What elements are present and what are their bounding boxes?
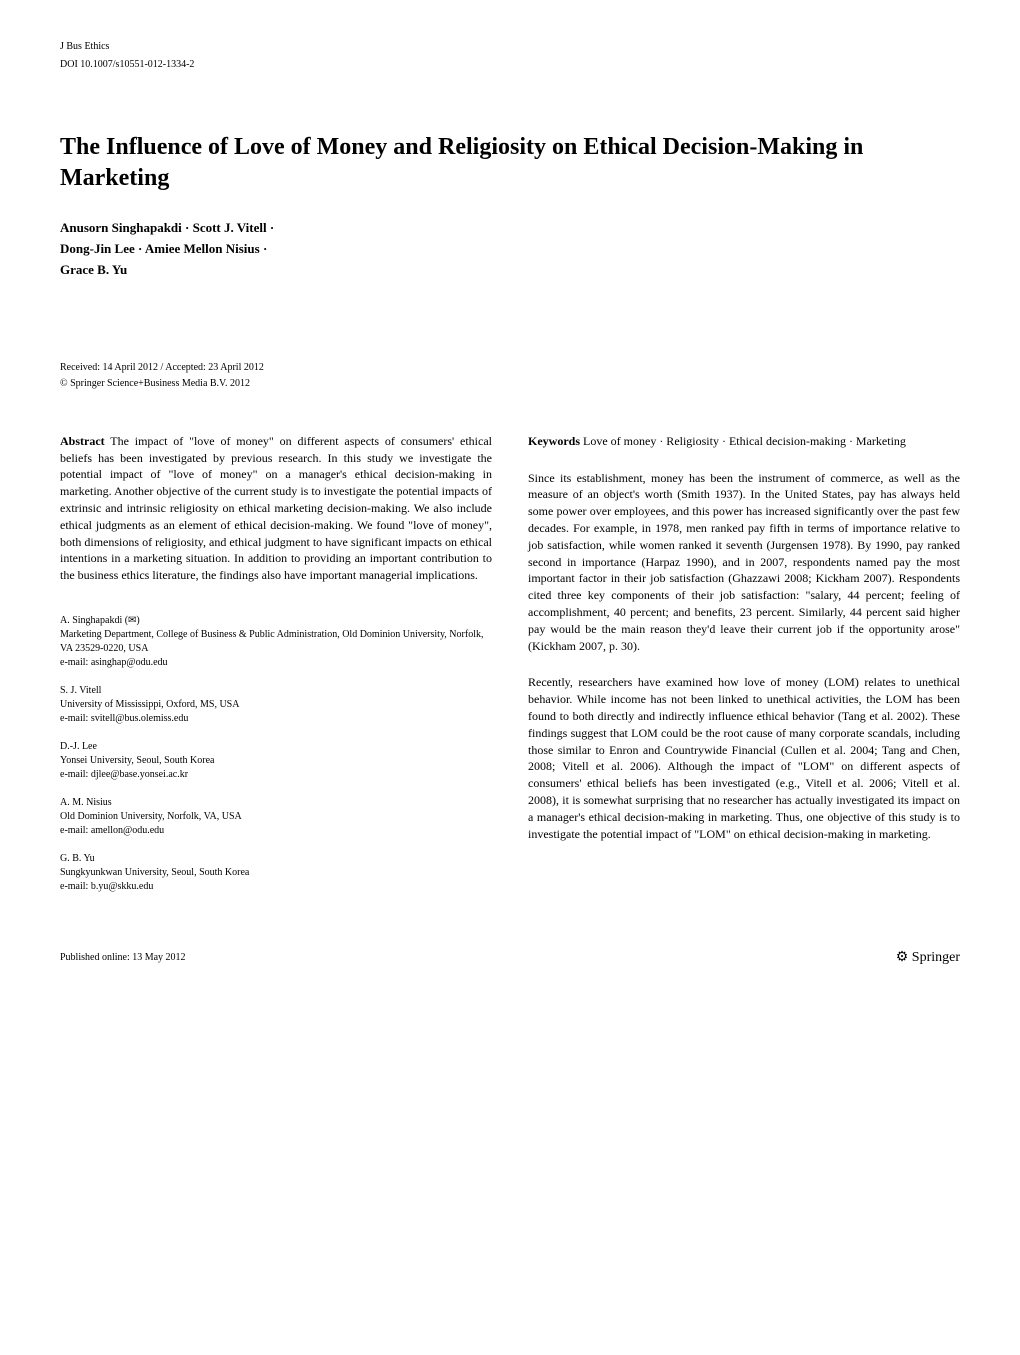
author-name: S. J. Vitell xyxy=(60,684,492,698)
author-name: D.-J. Lee xyxy=(60,740,492,754)
copyright-line: © Springer Science+Business Media B.V. 2… xyxy=(60,377,960,391)
received-accepted-dates: Received: 14 April 2012 / Accepted: 23 A… xyxy=(60,361,960,375)
author-email: e-mail: djlee@base.yonsei.ac.kr xyxy=(60,768,492,782)
springer-logo: ⚙ Springer xyxy=(896,948,960,968)
publisher-name: Springer xyxy=(912,950,960,965)
affiliation-block: D.-J. Lee Yonsei University, Seoul, Sout… xyxy=(60,740,492,782)
journal-name: J Bus Ethics xyxy=(60,40,109,54)
right-column: Keywords Love of money · Religiosity · E… xyxy=(528,421,960,908)
author-affiliations: A. Singhapakdi (✉) Marketing Department,… xyxy=(60,614,492,894)
author-name: A. M. Nisius xyxy=(60,796,492,810)
published-online: Published online: 13 May 2012 xyxy=(60,951,186,965)
abstract-label: Abstract xyxy=(60,434,105,448)
author-name: G. B. Yu xyxy=(60,852,492,866)
author-email: e-mail: amellon@odu.edu xyxy=(60,824,492,838)
keywords-text: Love of money · Religiosity · Ethical de… xyxy=(583,434,906,448)
keywords-paragraph: Keywords Love of money · Religiosity · E… xyxy=(528,433,960,450)
doi-line: DOI 10.1007/s10551-012-1334-2 xyxy=(60,58,960,72)
article-title: The Influence of Love of Money and Relig… xyxy=(60,132,960,194)
author-dept: Sungkyunkwan University, Seoul, South Ko… xyxy=(60,866,492,880)
affiliation-block: S. J. Vitell University of Mississippi, … xyxy=(60,684,492,726)
author-email: e-mail: asinghap@odu.edu xyxy=(60,656,492,670)
authors-line-3: Grace B. Yu xyxy=(60,260,960,281)
journal-header: J Bus Ethics xyxy=(60,40,960,54)
author-email: e-mail: svitell@bus.olemiss.edu xyxy=(60,712,492,726)
author-dept: Old Dominion University, Norfolk, VA, US… xyxy=(60,810,492,824)
affiliation-block: G. B. Yu Sungkyunkwan University, Seoul,… xyxy=(60,852,492,894)
author-dept: Yonsei University, Seoul, South Korea xyxy=(60,754,492,768)
affiliation-block: A. M. Nisius Old Dominion University, No… xyxy=(60,796,492,838)
left-column: Abstract The impact of "love of money" o… xyxy=(60,421,492,908)
two-column-layout: Abstract The impact of "love of money" o… xyxy=(60,421,960,908)
abstract-text: The impact of "love of money" on differe… xyxy=(60,434,492,582)
body-paragraph-2: Recently, researchers have examined how … xyxy=(528,674,960,842)
authors-line-2: Dong-Jin Lee · Amiee Mellon Nisius · xyxy=(60,239,960,260)
page-footer: Published online: 13 May 2012 ⚙ Springer xyxy=(60,948,960,968)
authors-block: Anusorn Singhapakdi · Scott J. Vitell · … xyxy=(60,218,960,280)
springer-icon: ⚙ xyxy=(896,950,909,965)
abstract-paragraph: Abstract The impact of "love of money" o… xyxy=(60,433,492,584)
author-dept: University of Mississippi, Oxford, MS, U… xyxy=(60,698,492,712)
author-name: A. Singhapakdi (✉) xyxy=(60,614,492,628)
authors-line-1: Anusorn Singhapakdi · Scott J. Vitell · xyxy=(60,218,960,239)
affiliation-block: A. Singhapakdi (✉) Marketing Department,… xyxy=(60,614,492,670)
author-dept: Marketing Department, College of Busines… xyxy=(60,628,492,656)
author-email: e-mail: b.yu@skku.edu xyxy=(60,880,492,894)
body-paragraph-1: Since its establishment, money has been … xyxy=(528,470,960,655)
keywords-label: Keywords xyxy=(528,434,580,448)
